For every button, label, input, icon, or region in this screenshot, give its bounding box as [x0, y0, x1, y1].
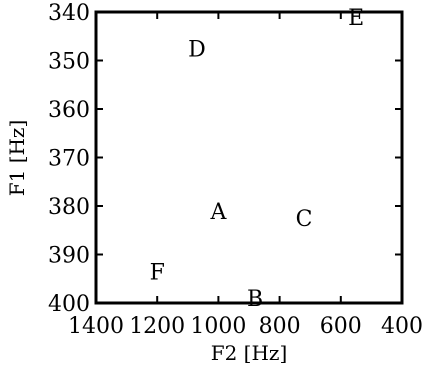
- data-point-c: C: [296, 207, 313, 232]
- y-tick-label: 370: [48, 147, 90, 172]
- axis-ticks: [95, 11, 403, 304]
- x-tick-label: 400: [381, 314, 423, 339]
- x-tick-labels: 1400 1200 1000 800 600 400: [68, 314, 423, 339]
- y-tick-label: 400: [48, 292, 90, 317]
- data-points: A B C D E F: [150, 6, 365, 312]
- x-tick-label: 1000: [190, 314, 246, 339]
- data-point-a: A: [209, 200, 227, 225]
- x-tick-label: 800: [259, 314, 301, 339]
- x-tick-label: 600: [320, 314, 362, 339]
- data-point-b: B: [247, 287, 263, 312]
- y-tick-label: 350: [48, 50, 90, 75]
- y-tick-labels: 340 350 360 370 380 390 400: [48, 1, 90, 317]
- data-point-d: D: [188, 37, 206, 62]
- y-tick-label: 390: [48, 244, 90, 269]
- y-tick-label: 360: [48, 98, 90, 123]
- y-axis-title: F1 [Hz]: [5, 120, 29, 197]
- x-tick-label: 1400: [68, 314, 124, 339]
- x-axis-title: F2 [Hz]: [211, 341, 288, 365]
- data-point-f: F: [150, 260, 165, 285]
- data-point-e: E: [348, 6, 364, 31]
- plot-frame: [94, 10, 404, 305]
- y-tick-label: 340: [48, 1, 90, 26]
- y-tick-label: 380: [48, 195, 90, 220]
- x-tick-label: 1200: [129, 314, 185, 339]
